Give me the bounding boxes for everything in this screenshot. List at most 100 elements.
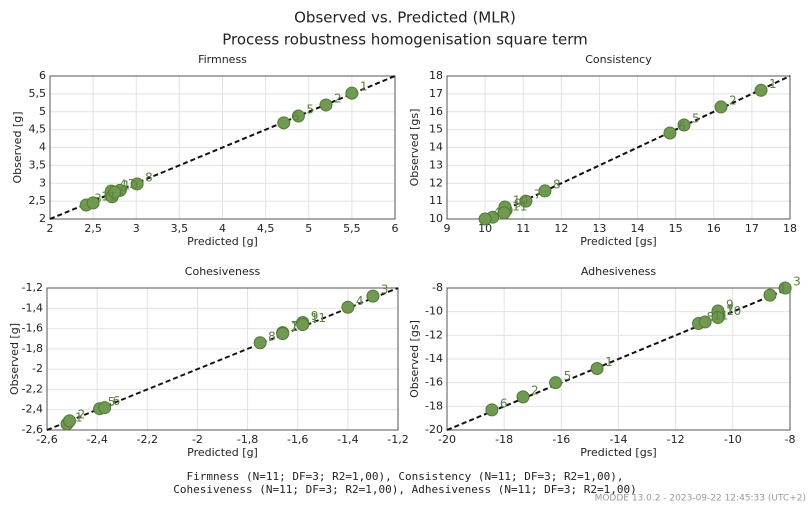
subplot-title: Firmness — [198, 53, 247, 66]
data-point — [590, 361, 604, 375]
data-point — [130, 177, 144, 191]
point-label: 5 — [108, 395, 116, 409]
point-label: 11 — [512, 199, 527, 213]
point-label: 11 — [311, 311, 326, 325]
data-point — [86, 196, 100, 210]
chart-title: Observed vs. Predicted (MLR) — [294, 9, 516, 27]
y-tick-label: -20 — [425, 423, 443, 436]
x-tick-label: -2 — [192, 433, 203, 446]
point-label: 4 — [119, 178, 127, 192]
data-point — [341, 300, 355, 314]
x-tick-label: 9 — [444, 222, 451, 235]
y-tick-label: -12 — [425, 328, 443, 341]
data-point — [345, 86, 359, 100]
footer-line: Cohesiveness (N=11; DF=3; R2=1,00), Adhe… — [173, 483, 637, 496]
y-tick-label: -2,2 — [22, 382, 43, 395]
point-label: 1 — [605, 355, 613, 369]
point-label: 11 — [713, 308, 728, 322]
y-tick-label: 10 — [429, 212, 443, 225]
y-tick-label: 18 — [429, 69, 443, 82]
x-tick-label: -2,4 — [86, 433, 107, 446]
y-tick-label: 14 — [429, 141, 443, 154]
y-tick-label: -1,8 — [22, 342, 43, 355]
x-axis-label: Predicted [g] — [187, 446, 258, 459]
x-tick-label: 16 — [707, 222, 721, 235]
point-label: 5 — [564, 369, 572, 383]
data-point — [538, 184, 552, 198]
x-tick-label: 4,5 — [257, 222, 275, 235]
x-tick-label: -1,2 — [387, 433, 408, 446]
data-point — [478, 212, 492, 226]
data-point — [754, 83, 768, 97]
y-tick-label: 2 — [39, 212, 46, 225]
x-axis-label: Predicted [gs] — [580, 446, 656, 459]
x-tick-label: -16 — [552, 433, 570, 446]
data-point — [485, 403, 499, 417]
point-label: 1 — [360, 80, 368, 94]
point-label: 4 — [356, 294, 364, 308]
x-tick-label: -2,6 — [36, 433, 57, 446]
data-point — [108, 185, 122, 199]
y-tick-label: -1,6 — [22, 322, 43, 335]
point-label: 11 — [101, 189, 116, 203]
point-label: 2 — [78, 407, 86, 421]
x-tick-label: 2,5 — [84, 222, 102, 235]
point-label: 10 — [123, 179, 138, 193]
plot-frame — [49, 75, 396, 220]
subplot-title: Adhesiveness — [581, 265, 657, 278]
point-label: 4 — [778, 282, 786, 296]
x-tick-label: 4 — [219, 222, 226, 235]
y-tick-label: -1,4 — [22, 301, 43, 314]
x-tick-label: 18 — [783, 222, 797, 235]
point-label: 7 — [291, 319, 299, 333]
point-label: 9 — [726, 297, 734, 311]
data-point — [663, 126, 677, 140]
y-tick-label: 15 — [429, 123, 443, 136]
y-tick-label: 4,5 — [29, 123, 47, 136]
point-label: 8 — [553, 177, 561, 191]
point-label: 10 — [513, 194, 528, 208]
point-label: 3 — [793, 275, 801, 289]
y-tick-label: 5,5 — [29, 87, 47, 100]
point-label: 4 — [493, 206, 501, 220]
point-label: 8 — [145, 170, 153, 184]
data-point — [319, 98, 333, 112]
point-label: 6 — [500, 396, 508, 410]
data-point — [291, 109, 305, 123]
x-tick-label: 13 — [592, 222, 606, 235]
subplot-title: Cohesiveness — [185, 265, 261, 278]
data-point — [98, 401, 112, 415]
y-tick-label: 3,5 — [29, 158, 47, 171]
x-tick-label: 10 — [478, 222, 492, 235]
x-tick-label: -8 — [785, 433, 796, 446]
chart-subtitle: Process robustness homogenisation square… — [222, 31, 587, 49]
data-point — [497, 206, 511, 220]
y-axis-label: Observed [gs] — [408, 320, 421, 398]
data-point — [296, 318, 310, 332]
y-tick-label: -8 — [432, 281, 443, 294]
data-point — [63, 414, 77, 428]
x-tick-label: -1,6 — [287, 433, 308, 446]
x-tick-label: -20 — [438, 433, 456, 446]
reference-line — [446, 287, 791, 431]
data-point — [519, 194, 533, 208]
y-tick-label: -1,2 — [22, 281, 43, 294]
reference-line — [46, 287, 399, 431]
point-label: 5 — [306, 103, 314, 117]
point-label: 3 — [94, 192, 102, 206]
x-tick-label: -10 — [724, 433, 742, 446]
point-label: 2 — [334, 91, 342, 105]
y-axis-label: Observed [gs] — [408, 109, 421, 187]
y-tick-label: -10 — [425, 305, 443, 318]
x-tick-label: 5,5 — [343, 222, 361, 235]
point-label: 5 — [692, 111, 700, 125]
watermark: MODDE 13.0.2 - 2023-09-22 12:45:33 (UTC+… — [595, 494, 806, 504]
data-point — [677, 118, 691, 132]
x-tick-label: 15 — [669, 222, 683, 235]
y-tick-label: -2,6 — [22, 423, 43, 436]
data-point — [711, 311, 725, 325]
plot-frame — [446, 287, 791, 431]
x-tick-label: -1,8 — [237, 433, 258, 446]
plot-frame — [46, 287, 399, 431]
y-tick-label: -18 — [425, 399, 443, 412]
